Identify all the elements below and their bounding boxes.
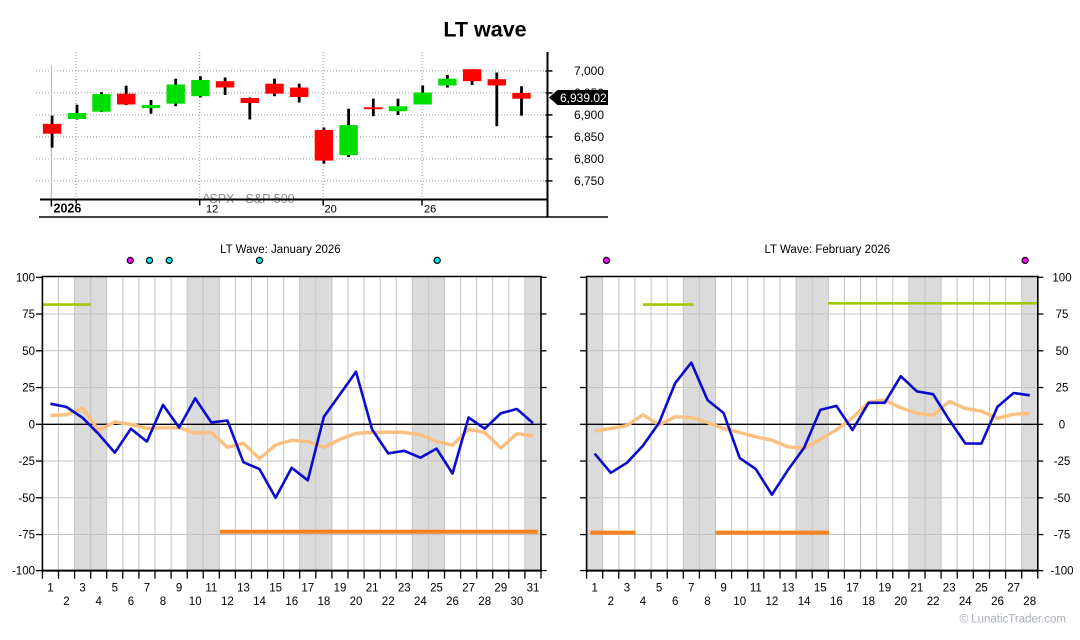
svg-text:6: 6 <box>128 596 134 608</box>
svg-text:18: 18 <box>318 596 331 608</box>
svg-text:16: 16 <box>285 596 298 608</box>
svg-text:28: 28 <box>1023 596 1036 608</box>
svg-text:27: 27 <box>1007 583 1020 595</box>
svg-text:100: 100 <box>1052 272 1071 284</box>
svg-text:0: 0 <box>29 419 35 431</box>
svg-text:12: 12 <box>221 596 234 608</box>
svg-text:12: 12 <box>206 204 218 216</box>
svg-text:21: 21 <box>911 583 924 595</box>
svg-text:3: 3 <box>624 583 630 595</box>
svg-text:-75: -75 <box>18 530 35 542</box>
svg-text:20: 20 <box>325 204 337 216</box>
svg-text:6: 6 <box>672 596 678 608</box>
svg-text:14: 14 <box>253 596 266 608</box>
svg-text:LT wave: LT wave <box>443 18 526 42</box>
svg-text:7,000: 7,000 <box>574 64 604 78</box>
svg-text:10: 10 <box>733 596 746 608</box>
svg-text:11: 11 <box>750 583 762 595</box>
svg-text:19: 19 <box>878 583 891 595</box>
svg-text:-25: -25 <box>18 456 35 468</box>
svg-text:100: 100 <box>16 272 35 284</box>
svg-text:28: 28 <box>478 596 491 608</box>
svg-text:13: 13 <box>782 583 795 595</box>
svg-text:17: 17 <box>301 583 314 595</box>
svg-text:6,750: 6,750 <box>574 174 604 188</box>
svg-text:27: 27 <box>462 583 475 595</box>
svg-text:22: 22 <box>927 596 940 608</box>
svg-text:75: 75 <box>1056 309 1069 321</box>
svg-text:30: 30 <box>511 596 524 608</box>
svg-text:26: 26 <box>446 596 459 608</box>
svg-text:LT Wave: February 2026: LT Wave: February 2026 <box>764 244 890 256</box>
svg-text:7: 7 <box>144 583 150 595</box>
svg-text:6,939.02: 6,939.02 <box>560 91 607 105</box>
svg-text:5: 5 <box>656 583 662 595</box>
svg-text:25: 25 <box>975 583 988 595</box>
svg-text:6,850: 6,850 <box>574 130 604 144</box>
svg-text:4: 4 <box>95 596 102 608</box>
svg-text:50: 50 <box>22 346 35 358</box>
svg-text:24: 24 <box>414 596 427 608</box>
svg-text:9: 9 <box>176 583 182 595</box>
svg-text:6,900: 6,900 <box>574 108 604 122</box>
svg-text:12: 12 <box>766 596 779 608</box>
svg-text:25: 25 <box>1056 383 1069 395</box>
svg-text:5: 5 <box>112 583 118 595</box>
svg-text:3: 3 <box>79 583 85 595</box>
svg-text:21: 21 <box>366 583 379 595</box>
svg-text:4: 4 <box>640 596 647 608</box>
svg-text:-100: -100 <box>12 566 35 578</box>
svg-text:75: 75 <box>22 309 35 321</box>
svg-text:-25: -25 <box>1054 456 1071 468</box>
svg-text:16: 16 <box>830 596 843 608</box>
svg-text:31: 31 <box>527 583 540 595</box>
svg-text:11: 11 <box>205 583 217 595</box>
svg-text:9: 9 <box>720 583 726 595</box>
svg-text:-100: -100 <box>1050 566 1073 578</box>
svg-text:8: 8 <box>704 596 710 608</box>
svg-text:15: 15 <box>269 583 282 595</box>
svg-text:8: 8 <box>160 596 166 608</box>
svg-text:22: 22 <box>382 596 395 608</box>
svg-text:13: 13 <box>237 583 250 595</box>
svg-text:2: 2 <box>608 596 614 608</box>
svg-text:19: 19 <box>334 583 347 595</box>
svg-text:LT Wave: January 2026: LT Wave: January 2026 <box>220 244 341 256</box>
svg-text:15: 15 <box>814 583 827 595</box>
svg-text:1: 1 <box>591 583 597 595</box>
svg-text:20: 20 <box>894 596 907 608</box>
svg-text:2: 2 <box>63 596 69 608</box>
svg-text:10: 10 <box>189 596 202 608</box>
svg-text:25: 25 <box>430 583 443 595</box>
svg-text:50: 50 <box>1056 346 1069 358</box>
svg-text:2026: 2026 <box>54 202 82 216</box>
svg-text:14: 14 <box>798 596 811 608</box>
svg-text:24: 24 <box>959 596 972 608</box>
svg-text:29: 29 <box>494 583 507 595</box>
svg-text:0: 0 <box>1059 419 1065 431</box>
svg-text:© LunaticTrader.com: © LunaticTrader.com <box>960 614 1066 626</box>
svg-text:23: 23 <box>943 583 956 595</box>
svg-text:18: 18 <box>862 596 875 608</box>
svg-text:6,800: 6,800 <box>574 152 604 166</box>
svg-text:26: 26 <box>991 596 1004 608</box>
svg-text:20: 20 <box>350 596 363 608</box>
svg-text:25: 25 <box>22 383 35 395</box>
svg-text:26: 26 <box>424 204 436 216</box>
svg-text:-50: -50 <box>1054 493 1071 505</box>
svg-text:-75: -75 <box>1054 530 1071 542</box>
svg-text:7: 7 <box>688 583 694 595</box>
svg-text:17: 17 <box>846 583 859 595</box>
svg-text:1: 1 <box>47 583 53 595</box>
svg-text:-50: -50 <box>18 493 35 505</box>
svg-text:23: 23 <box>398 583 411 595</box>
